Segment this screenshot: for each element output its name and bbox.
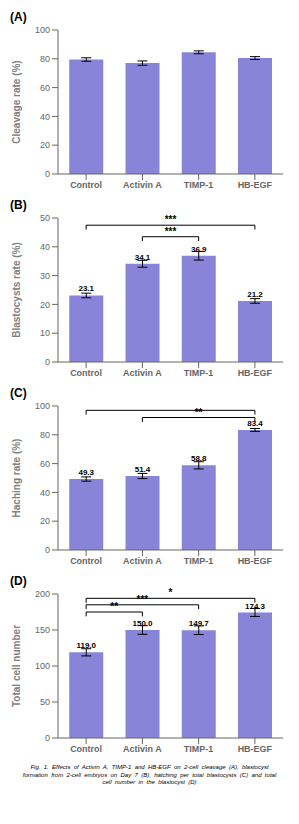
svg-text:Activin A: Activin A (123, 556, 162, 566)
html-text:(C): (C) (10, 386, 27, 400)
svg-text:150: 150 (35, 625, 50, 635)
svg-text:Activin A: Activin A (123, 180, 162, 190)
svg-text:0: 0 (45, 545, 50, 555)
svg-text:*: * (169, 587, 173, 598)
svg-text:23.1: 23.1 (78, 284, 94, 293)
svg-text:20: 20 (40, 516, 50, 526)
svg-text:Total cell number: Total cell number (11, 625, 22, 707)
svg-text:80: 80 (40, 430, 50, 440)
svg-text:0: 0 (45, 357, 50, 367)
svg-text:**: ** (195, 407, 203, 418)
svg-text:Activin A: Activin A (123, 368, 162, 378)
svg-text:34.1: 34.1 (135, 253, 151, 262)
svg-text:***: *** (165, 214, 177, 225)
svg-text:***: *** (165, 226, 177, 237)
svg-text:51.4: 51.4 (135, 465, 151, 474)
svg-text:80: 80 (40, 54, 50, 64)
svg-text:30: 30 (40, 271, 50, 281)
svg-text:Activin A: Activin A (123, 744, 162, 754)
svg-text:20: 20 (40, 140, 50, 150)
svg-text:Haching rate (%): Haching rate (%) (11, 439, 22, 518)
svg-text:60: 60 (40, 459, 50, 469)
svg-text:Cleavage rate (%): Cleavage rate (%) (11, 60, 22, 143)
svg-text:40: 40 (40, 112, 50, 122)
svg-text:50: 50 (40, 213, 50, 223)
svg-text:Control: Control (70, 556, 102, 566)
svg-text:Control: Control (70, 744, 102, 754)
svg-text:49.3: 49.3 (78, 468, 94, 477)
html-text:Fig. 1. Effects of Activin A,: Fig. 1. Effects of Activin A, TIMP-1 and… (22, 764, 277, 785)
svg-text:Blastocysts rate (%): Blastocysts rate (%) (11, 242, 22, 338)
svg-text:50: 50 (40, 697, 50, 707)
svg-text:149.7: 149.7 (189, 619, 210, 628)
svg-text:Control: Control (70, 180, 102, 190)
svg-text:58.8: 58.8 (191, 454, 207, 463)
svg-text:20: 20 (40, 300, 50, 310)
svg-text:***: *** (137, 594, 149, 605)
svg-text:36.9: 36.9 (191, 245, 207, 254)
html-text:(A): (A) (10, 10, 27, 24)
svg-text:100: 100 (35, 401, 50, 411)
svg-text:0: 0 (45, 733, 50, 743)
svg-text:HB-EGF: HB-EGF (238, 556, 273, 566)
svg-text:60: 60 (40, 83, 50, 93)
svg-text:0: 0 (45, 169, 50, 179)
html-text:(B): (B) (10, 198, 27, 212)
svg-text:40: 40 (40, 488, 50, 498)
svg-text:HB-EGF: HB-EGF (238, 180, 273, 190)
svg-text:HB-EGF: HB-EGF (238, 744, 273, 754)
svg-text:TIMP-1: TIMP-1 (184, 368, 214, 378)
svg-text:100: 100 (35, 661, 50, 671)
svg-text:21.2: 21.2 (247, 290, 263, 299)
svg-text:174.3: 174.3 (245, 602, 266, 611)
svg-text:Control: Control (70, 368, 102, 378)
svg-text:TIMP-1: TIMP-1 (184, 556, 214, 566)
svg-text:10: 10 (40, 328, 50, 338)
html-text:(D): (D) (10, 574, 27, 588)
svg-text:119.0: 119.0 (76, 641, 96, 650)
svg-text:100: 100 (35, 25, 50, 35)
svg-text:40: 40 (40, 242, 50, 252)
svg-text:150.0: 150.0 (132, 619, 153, 628)
svg-text:TIMP-1: TIMP-1 (184, 744, 214, 754)
svg-text:TIMP-1: TIMP-1 (184, 180, 214, 190)
svg-text:200: 200 (35, 589, 50, 599)
svg-text:HB-EGF: HB-EGF (238, 368, 273, 378)
svg-text:83.4: 83.4 (247, 419, 263, 428)
svg-text:**: ** (110, 601, 118, 612)
